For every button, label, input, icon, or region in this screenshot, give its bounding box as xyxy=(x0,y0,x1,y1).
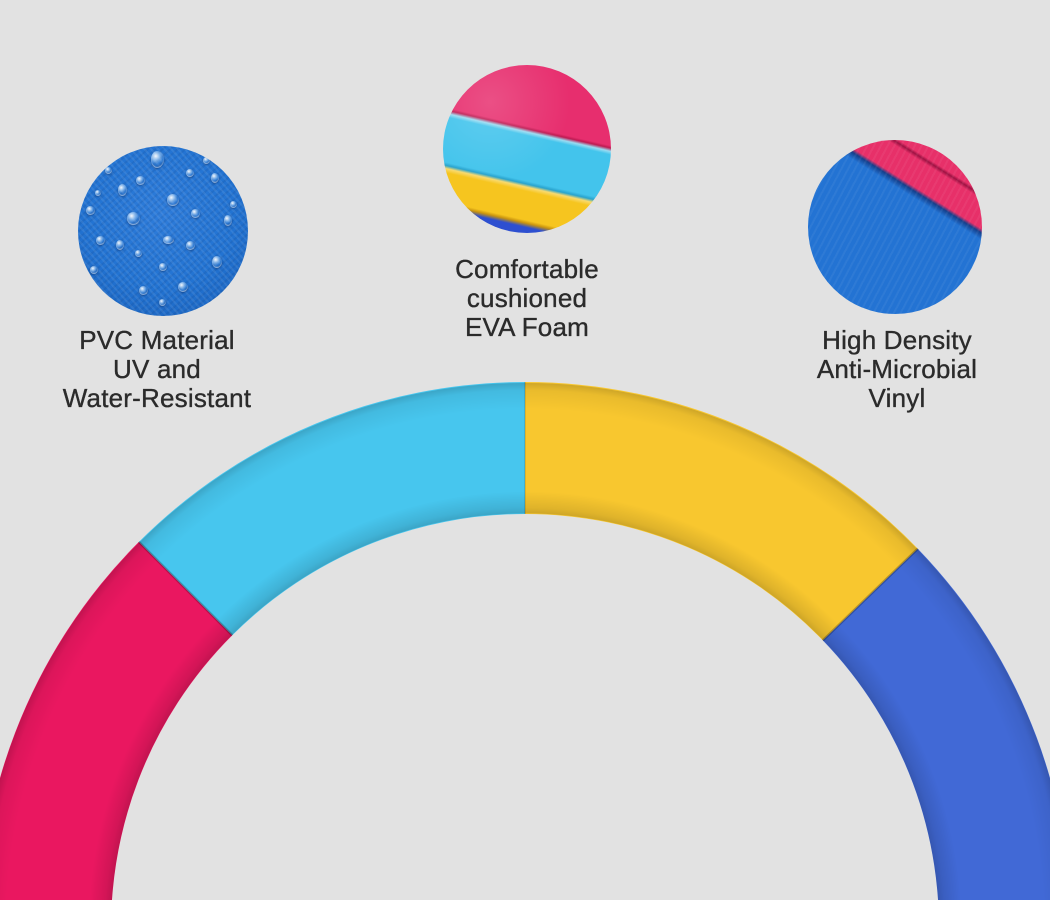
pvc-material-photo xyxy=(78,146,248,316)
pad-shading-overlay xyxy=(0,383,1050,900)
label-line: High Density xyxy=(822,325,972,355)
water-droplet xyxy=(150,150,164,168)
water-droplet xyxy=(138,285,148,295)
water-droplet xyxy=(167,194,179,206)
water-droplet xyxy=(158,298,166,306)
label-line: PVC Material xyxy=(79,325,235,355)
label-line: Comfortable xyxy=(455,254,599,284)
water-droplet xyxy=(95,190,101,196)
water-droplet xyxy=(202,156,210,164)
water-droplet xyxy=(134,249,142,257)
label-line: Anti-Microbial xyxy=(816,354,978,384)
water-droplet xyxy=(212,256,222,268)
eva-foam-photo xyxy=(443,65,611,233)
water-droplet xyxy=(104,166,112,174)
water-droplet xyxy=(90,266,98,274)
pvc-material-label: PVC Material UV and Water-Resistant xyxy=(17,325,297,413)
water-droplet xyxy=(162,236,174,244)
water-droplet xyxy=(224,214,232,226)
label-line: cushioned xyxy=(466,283,588,313)
water-droplet xyxy=(186,169,194,177)
water-droplet xyxy=(178,282,188,292)
vinyl-label: High Density Anti-Microbial Vinyl xyxy=(757,325,1037,413)
label-line: UV and xyxy=(113,354,201,384)
water-droplet xyxy=(159,263,167,271)
water-droplet xyxy=(117,184,127,196)
label-line: Water-Resistant xyxy=(62,383,252,413)
water-droplet xyxy=(135,175,145,185)
water-droplet xyxy=(211,173,219,183)
water-droplet xyxy=(229,200,237,208)
eva-foam-label: Comfortable cushioned EVA Foam xyxy=(387,254,667,342)
water-droplet xyxy=(126,211,140,225)
label-line: EVA Foam xyxy=(465,312,589,342)
label-line: Vinyl xyxy=(868,383,926,413)
water-droplet xyxy=(190,208,200,218)
water-droplet xyxy=(116,240,124,250)
vinyl-photo xyxy=(808,140,982,314)
water-droplet xyxy=(185,240,195,250)
water-droplet xyxy=(85,205,95,215)
water-droplet xyxy=(95,235,105,245)
